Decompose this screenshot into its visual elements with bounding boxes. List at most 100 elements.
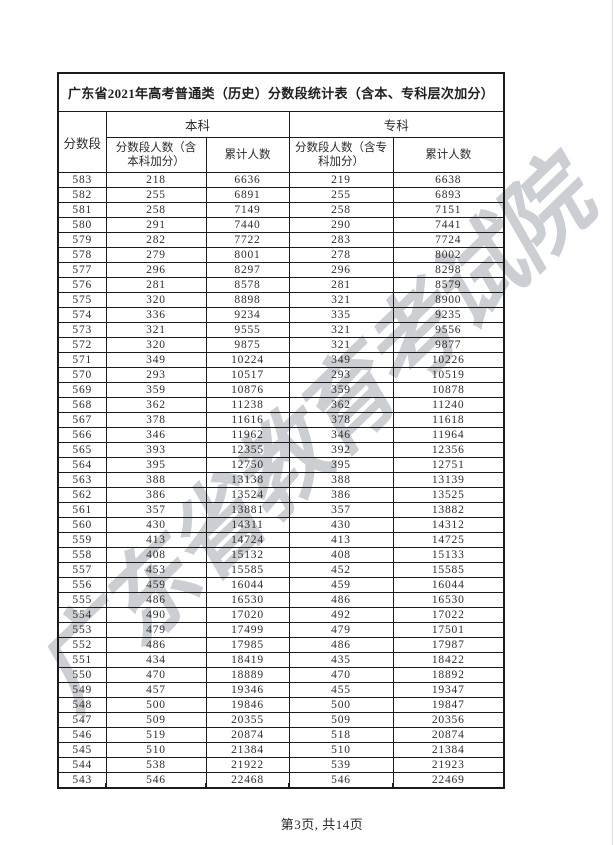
table-row: 544 538 21922 539 21923 (57, 757, 505, 773)
table-cell: 486 (105, 637, 207, 653)
table-cell: 10519 (392, 367, 505, 383)
table-cell: 18889 (205, 667, 290, 683)
table-cell: 565 (57, 442, 107, 458)
table-cell: 10878 (392, 382, 505, 398)
table-cell: 551 (57, 652, 107, 668)
table-cell: 20874 (392, 727, 505, 743)
table-header: 广东省2021年高考普通类（历史）分数段统计表（含本、专科层次加分） 分数段 本… (57, 72, 505, 173)
table-cell: 278 (288, 247, 394, 263)
score-table-body: 583 218 6636 219 6638 582 255 6891 255 6893 581 258… (57, 172, 505, 789)
page-right-edge-line (612, 0, 613, 845)
sub-header-row: 分数段人数（含 本科加分） 累计人数 分数段人数（含专 科加分） 累计人数 (58, 137, 505, 173)
table-cell: 349 (105, 352, 207, 368)
header-college-cumulative: 累计人数 (392, 137, 505, 173)
table-cell: 18892 (392, 667, 505, 683)
table-cell: 362 (105, 397, 207, 413)
column-line-stub (105, 783, 106, 788)
column-line-stub (57, 783, 58, 788)
table-cell: 7440 (205, 217, 290, 233)
table-cell: 16530 (392, 592, 505, 608)
table-cell: 258 (288, 202, 394, 218)
table-row: 549 457 19346 455 19347 (57, 682, 505, 698)
table-cell: 413 (105, 532, 207, 548)
header-ug-band-count-line2: 本科加分） (127, 156, 185, 168)
table-cell: 8578 (205, 277, 290, 293)
table-cell: 459 (288, 577, 394, 593)
table-cell: 8297 (205, 262, 290, 278)
table-cell: 291 (105, 217, 207, 233)
table-cell: 547 (57, 712, 107, 728)
header-ug-band-count-line1: 分数段人数（含 (115, 142, 197, 154)
table-cell: 518 (288, 727, 394, 743)
table-cell: 453 (105, 562, 207, 578)
table-cell: 9877 (392, 337, 505, 353)
table-cell: 408 (288, 547, 394, 563)
table-cell: 346 (288, 427, 394, 443)
table-cell: 15132 (205, 547, 290, 563)
table-cell: 538 (105, 757, 207, 773)
table-cell: 12750 (205, 457, 290, 473)
table-cell: 7722 (205, 232, 290, 248)
table-cell: 21923 (392, 757, 505, 773)
table-cell: 8898 (205, 292, 290, 308)
table-cell: 11240 (392, 397, 505, 413)
table-cell: 546 (57, 727, 107, 743)
table-cell: 13524 (205, 487, 290, 503)
table-cell: 486 (288, 637, 394, 653)
table-cell: 580 (57, 217, 107, 233)
table-cell: 392 (288, 442, 394, 458)
table-cell: 13139 (392, 472, 505, 488)
score-statistics-table: 广东省2021年高考普通类（历史）分数段统计表（含本、专科层次加分） 分数段 本… (57, 72, 505, 789)
table-cell: 359 (105, 382, 207, 398)
table-row: 554 490 17020 492 17022 (57, 607, 505, 623)
table-row: 555 486 16530 486 16530 (57, 592, 505, 608)
table-cell: 296 (105, 262, 207, 278)
table-cell: 6891 (205, 187, 290, 203)
table-cell: 17501 (392, 622, 505, 638)
table-cell: 13525 (392, 487, 505, 503)
table-cell: 290 (288, 217, 394, 233)
table-cell: 19846 (205, 697, 290, 713)
table-cell: 10224 (205, 352, 290, 368)
table-cell: 408 (105, 547, 207, 563)
table-cell: 357 (105, 502, 207, 518)
table-cell: 434 (105, 652, 207, 668)
table-row: 546 519 20874 518 20874 (57, 727, 505, 743)
table-cell: 455 (288, 682, 394, 698)
table-cell: 470 (288, 667, 394, 683)
table-row: 573 321 9555 321 9556 (57, 322, 505, 338)
table-cell: 359 (288, 382, 394, 398)
table-cell: 395 (105, 457, 207, 473)
table-row: 551 434 18419 435 18422 (57, 652, 505, 668)
table-row: 557 453 15585 452 15585 (57, 562, 505, 578)
table-cell: 11238 (205, 397, 290, 413)
table-cell: 581 (57, 202, 107, 218)
table-cell: 15585 (205, 562, 290, 578)
table-cell: 258 (105, 202, 207, 218)
table-cell: 20874 (205, 727, 290, 743)
table-cell: 22468 (205, 772, 290, 789)
header-college-group: 专科 (288, 111, 505, 138)
table-cell: 21384 (392, 742, 505, 758)
table-row: 548 500 19846 500 19847 (57, 697, 505, 713)
table-row: 579 282 7722 283 7724 (57, 232, 505, 248)
table-cell: 321 (288, 292, 394, 308)
table-cell: 293 (288, 367, 394, 383)
table-row: 567 378 11616 378 11618 (57, 412, 505, 428)
table-row: 576 281 8578 281 8579 (57, 277, 505, 293)
table-cell: 571 (57, 352, 107, 368)
table-cell: 283 (288, 232, 394, 248)
table-row: 578 279 8001 278 8002 (57, 247, 505, 263)
table-cell: 281 (288, 277, 394, 293)
table-cell: 6636 (205, 172, 290, 188)
table-cell: 545 (57, 742, 107, 758)
table-cell: 336 (105, 307, 207, 323)
header-college-band-count-line1: 分数段人数（含专 (295, 142, 387, 154)
table-row: 552 486 17985 486 17987 (57, 637, 505, 653)
table-cell: 13882 (392, 502, 505, 518)
table-row: 563 388 13138 388 13139 (57, 472, 505, 488)
header-ug-cumulative: 累计人数 (205, 137, 290, 173)
group-header-row: 分数段 本科 专科 (57, 111, 505, 173)
table-cell: 430 (105, 517, 207, 533)
table-cell: 10226 (392, 352, 505, 368)
